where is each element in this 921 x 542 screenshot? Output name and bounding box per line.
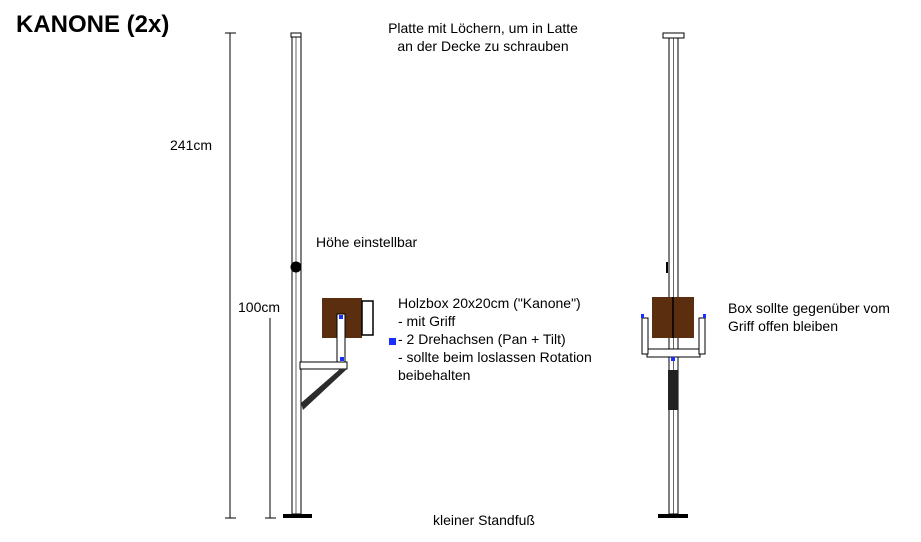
right-tilt-axis-left xyxy=(641,314,644,318)
dimension-100cm-label: 100cm xyxy=(238,299,281,315)
height-adjust-label: Höhe einstellbar xyxy=(316,234,418,250)
box-open-side-label: Box sollte gegenüber vom Griff offen ble… xyxy=(728,300,890,334)
axis-legend-marker xyxy=(389,338,396,345)
right-ceiling-plate xyxy=(662,32,685,39)
left-arm xyxy=(299,361,348,370)
diagram-title: KANONE (2x) xyxy=(16,11,170,38)
ceiling-plate-label: Platte mit Löchern, um in Latte an der D… xyxy=(388,20,578,54)
height-adjust-knob xyxy=(290,261,302,273)
dimension-241cm xyxy=(225,32,236,519)
right-grip xyxy=(668,370,678,410)
right-yoke-left xyxy=(641,317,649,355)
left-arm-brace xyxy=(301,369,347,410)
left-ceiling-plate xyxy=(290,32,302,38)
dimension-241cm-label: 241cm xyxy=(170,137,213,153)
left-base xyxy=(283,514,312,518)
left-box-handle xyxy=(361,300,374,336)
dimension-100cm xyxy=(265,318,276,519)
left-pan-axis-marker xyxy=(340,357,344,361)
left-tilt-axis-marker xyxy=(339,315,343,319)
right-tilt-axis-right xyxy=(703,314,706,318)
left-pole-assembly xyxy=(283,32,374,518)
box-description: Holzbox 20x20cm ("Kanone") - mit Griff -… xyxy=(398,295,592,383)
base-label: kleiner Standfuß xyxy=(433,512,535,528)
left-box-post-front xyxy=(336,313,346,363)
right-pan-axis-marker xyxy=(671,357,675,361)
right-base xyxy=(658,514,688,518)
right-yoke-right xyxy=(698,317,706,355)
right-pole-assembly xyxy=(641,32,706,518)
left-pole xyxy=(291,36,302,515)
right-yoke-bottom xyxy=(646,348,701,358)
